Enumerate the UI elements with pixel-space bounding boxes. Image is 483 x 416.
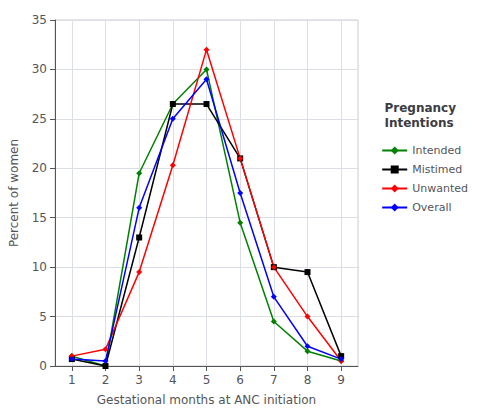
svg-text:8: 8 xyxy=(304,373,312,387)
svg-text:Percent of women: Percent of women xyxy=(7,139,21,247)
svg-text:0: 0 xyxy=(39,359,47,373)
svg-text:10: 10 xyxy=(32,260,47,274)
svg-text:20: 20 xyxy=(32,161,47,175)
svg-text:9: 9 xyxy=(337,373,345,387)
svg-text:25: 25 xyxy=(32,112,47,126)
svg-text:Overall: Overall xyxy=(412,201,451,214)
svg-text:Mistimed: Mistimed xyxy=(412,163,462,176)
svg-text:5: 5 xyxy=(203,373,211,387)
svg-text:4: 4 xyxy=(169,373,177,387)
svg-text:30: 30 xyxy=(32,62,47,76)
svg-text:Gestational months at ANC init: Gestational months at ANC initiation xyxy=(97,393,316,407)
svg-text:15: 15 xyxy=(32,211,47,225)
svg-text:Intended: Intended xyxy=(412,144,461,157)
svg-text:7: 7 xyxy=(270,373,278,387)
svg-text:6: 6 xyxy=(236,373,244,387)
svg-text:35: 35 xyxy=(32,13,47,27)
svg-text:1: 1 xyxy=(68,373,76,387)
svg-text:3: 3 xyxy=(135,373,143,387)
svg-text:Pregnancy: Pregnancy xyxy=(384,101,456,115)
svg-text:5: 5 xyxy=(39,310,47,324)
svg-text:Intentions: Intentions xyxy=(384,116,453,130)
svg-text:Unwanted: Unwanted xyxy=(412,182,468,195)
svg-text:2: 2 xyxy=(102,373,110,387)
